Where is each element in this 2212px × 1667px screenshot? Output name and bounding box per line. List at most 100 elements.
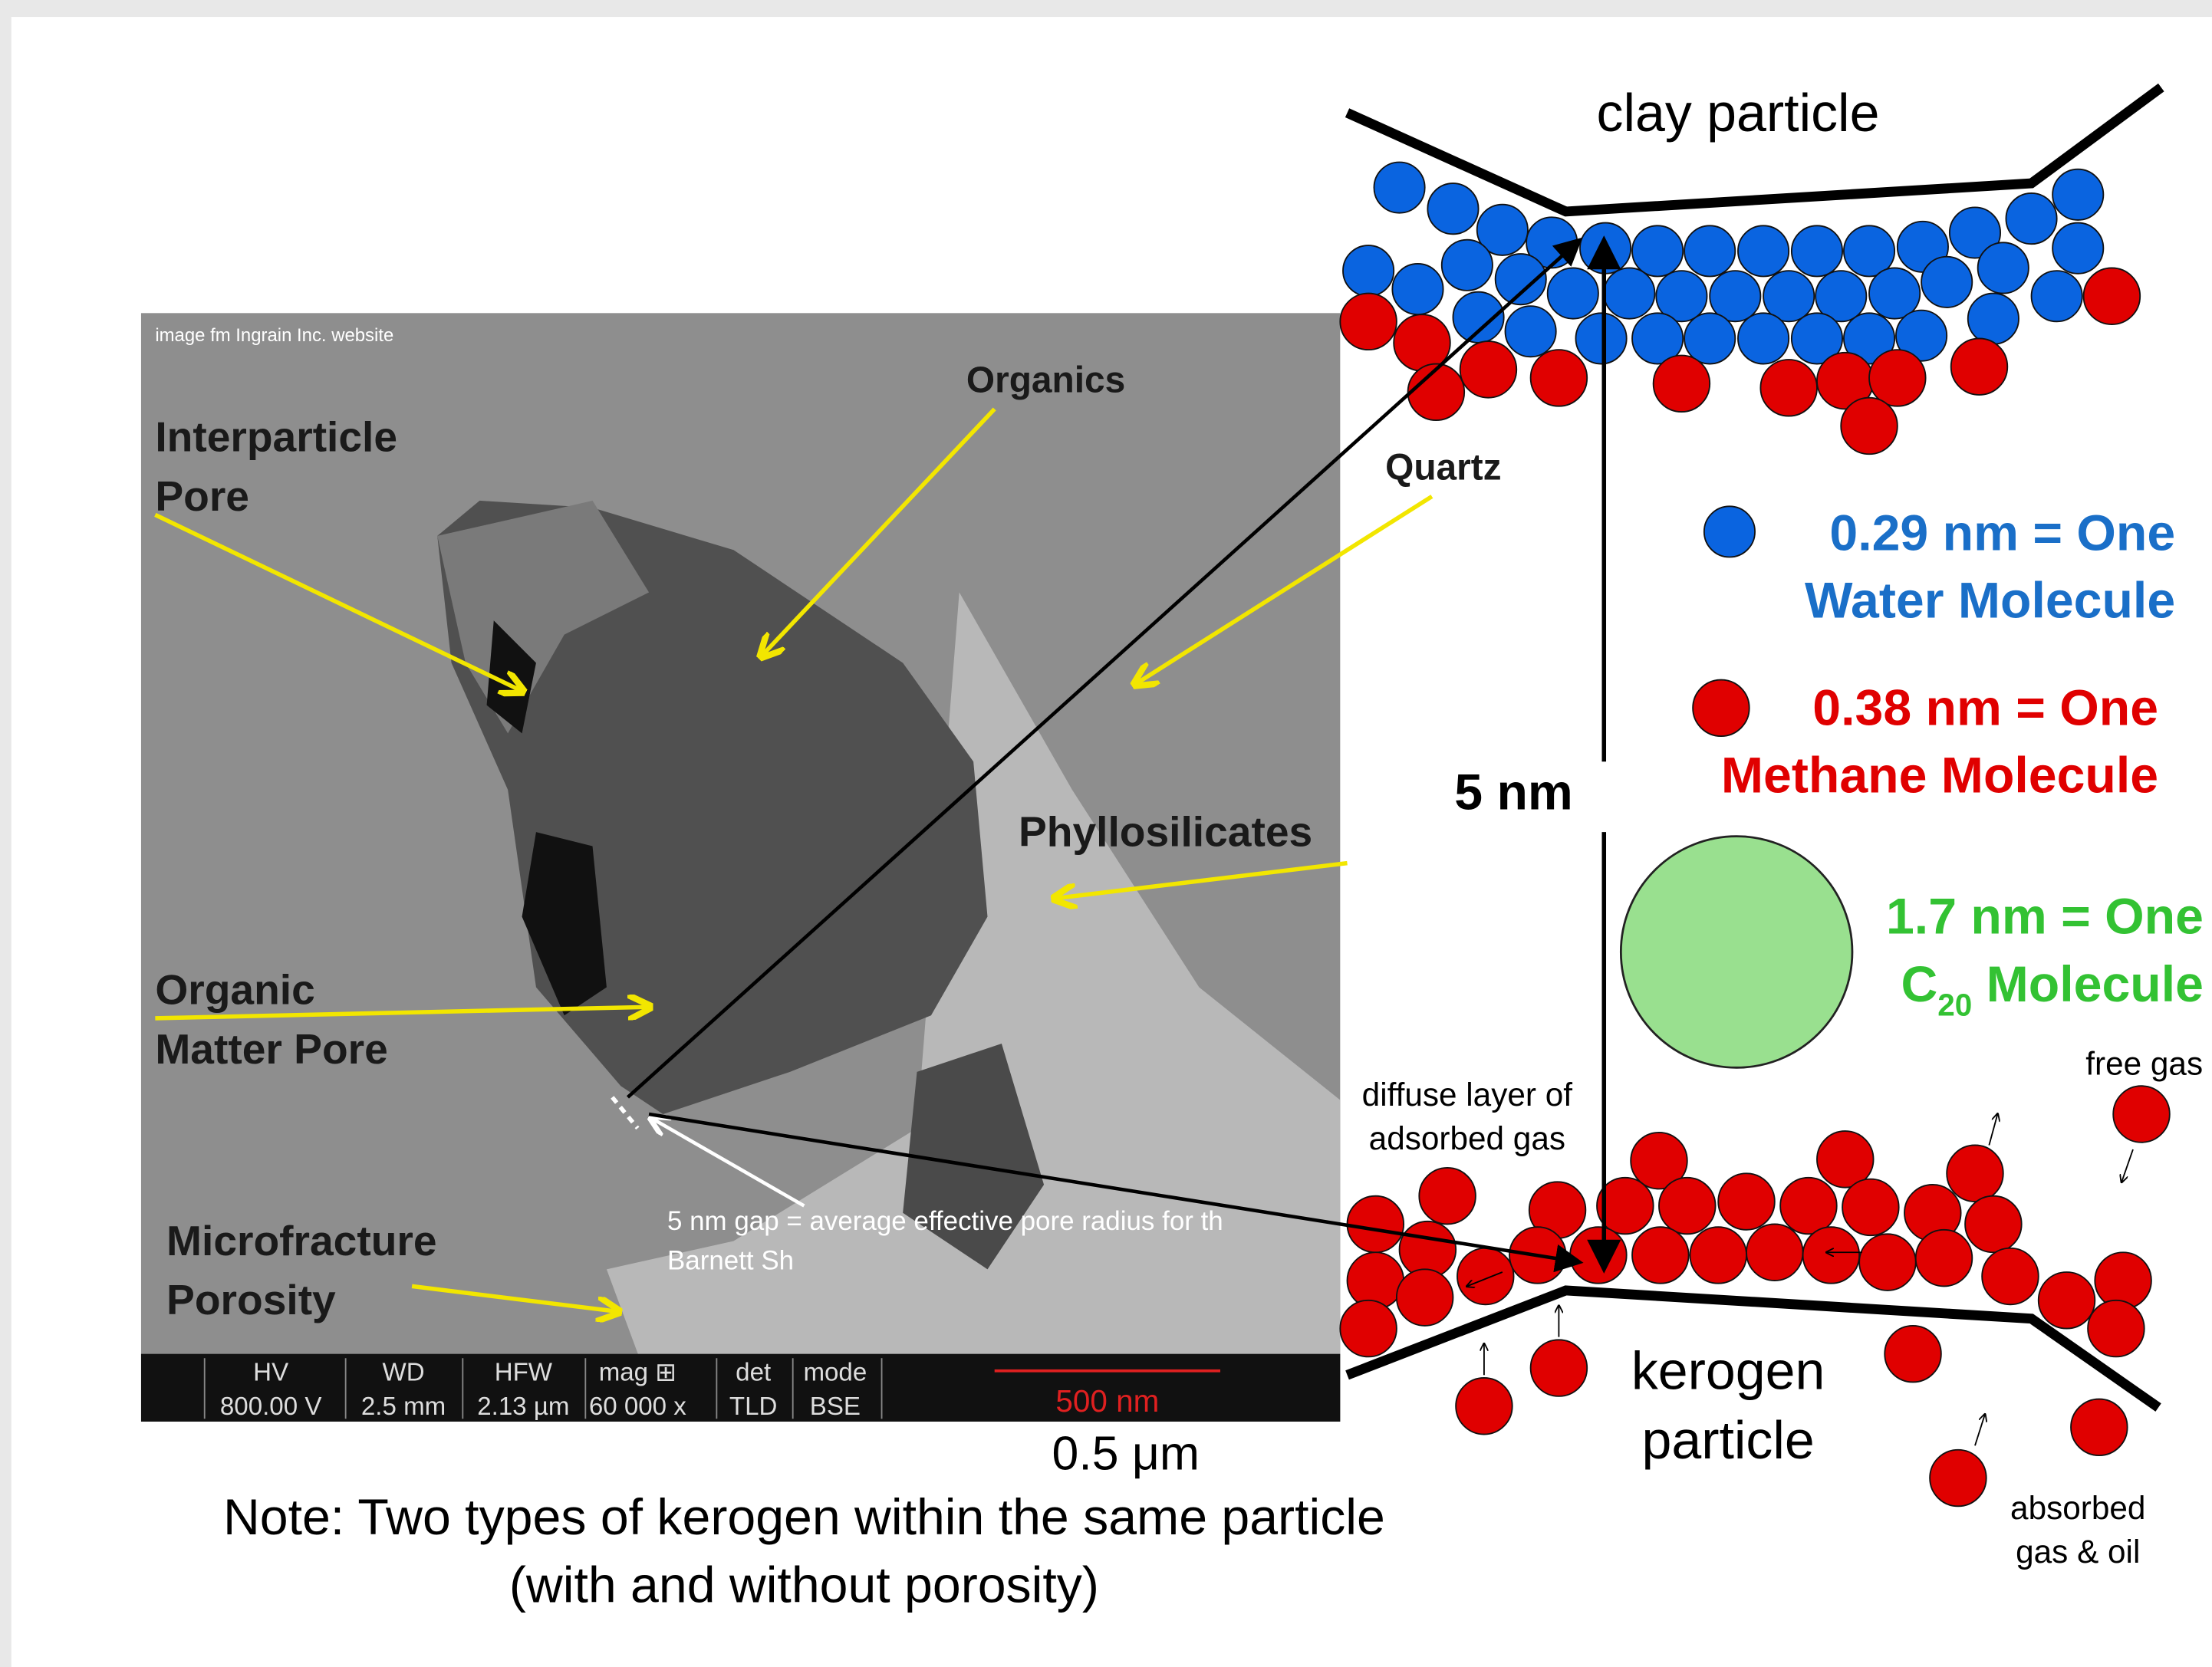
water-molecule xyxy=(1632,225,1683,276)
info-header: det xyxy=(736,1359,771,1387)
page: image fm Ingrain Inc. website Interparti… xyxy=(0,0,2212,1667)
methane-molecule xyxy=(1419,1168,1476,1225)
methane-molecule xyxy=(1947,1145,2003,1202)
water-molecule xyxy=(1427,183,1478,234)
note: (with and without porosity) xyxy=(509,1557,1099,1613)
sem-image: image fm Ingrain Inc. website Interparti… xyxy=(141,313,1502,1422)
scale-bar-label: 500 nm xyxy=(1055,1383,1159,1419)
water-molecule xyxy=(1575,313,1626,363)
methane-molecule xyxy=(1632,1227,1689,1284)
label: Porosity xyxy=(166,1276,336,1323)
methane-molecule xyxy=(2084,268,2141,324)
methane-molecule xyxy=(1760,360,1817,416)
methane-molecule xyxy=(1780,1178,1837,1235)
absorbed-label: gas & oil xyxy=(2016,1534,2140,1570)
methane-label: Methane Molecule xyxy=(1721,748,2158,804)
water-molecule xyxy=(1738,225,1789,276)
absorbed-label: absorbed xyxy=(2010,1490,2145,1526)
methane-molecule xyxy=(1841,398,1898,455)
methane-molecule xyxy=(1884,1326,1941,1383)
water-molecule xyxy=(1738,313,1789,363)
methane-molecule xyxy=(1746,1224,1803,1281)
diffuse-label: diffuse layer of xyxy=(1362,1077,1573,1113)
methane-molecule xyxy=(1531,1340,1588,1396)
diffuse-label: adsorbed gas xyxy=(1369,1120,1565,1156)
methane-molecule xyxy=(1348,1252,1404,1309)
info-header: mode xyxy=(803,1359,867,1387)
water-label: 0.29 nm = One xyxy=(1829,505,2175,561)
label: Organics xyxy=(966,360,1125,400)
methane-molecule xyxy=(1965,1196,2022,1253)
info-value: 800.00 V xyxy=(220,1392,322,1421)
methane-molecule xyxy=(2071,1399,2128,1456)
methane-molecule xyxy=(1408,364,1465,421)
water-molecule xyxy=(1869,268,1920,318)
methane-molecule xyxy=(1397,1269,1453,1326)
water-molecule xyxy=(2052,169,2103,220)
water-molecule xyxy=(2032,271,2082,321)
water-molecule xyxy=(1684,313,1735,363)
methane-molecule xyxy=(1718,1173,1775,1230)
info-header: HFW xyxy=(495,1359,553,1387)
methane-molecule xyxy=(1570,1227,1627,1284)
methane-molecule xyxy=(2113,1086,2170,1143)
water-molecule xyxy=(1792,225,1842,276)
info-value: TLD xyxy=(729,1392,778,1421)
methane-molecule xyxy=(2095,1252,2151,1309)
methane-molecule xyxy=(1456,1378,1513,1435)
water-molecule xyxy=(2052,223,2103,274)
water-molecule xyxy=(1921,257,1972,307)
gap-note: Barnett Sh xyxy=(667,1245,794,1275)
water-molecule xyxy=(1374,163,1424,213)
methane-molecule xyxy=(2039,1272,2095,1329)
info-value: BSE xyxy=(810,1392,861,1421)
water-molecule xyxy=(1392,264,1443,314)
c20-molecule xyxy=(1621,837,1852,1068)
methane-molecule xyxy=(1869,350,1926,406)
label: Organic xyxy=(155,966,314,1014)
methane-molecule xyxy=(1659,1178,1716,1235)
water-molecule xyxy=(1684,225,1735,276)
water-molecule xyxy=(1968,294,2019,344)
info-header: HV xyxy=(253,1359,288,1387)
info-value: 2.13 µm xyxy=(477,1392,569,1421)
kerogen-label: particle xyxy=(1641,1410,1814,1470)
label: Microfracture xyxy=(166,1217,436,1264)
methane-molecule xyxy=(1859,1234,1916,1291)
label: Phyllosilicates xyxy=(1019,808,1312,856)
note: Note: Two types of kerogen within the sa… xyxy=(223,1489,1385,1546)
methane-molecule xyxy=(1803,1227,1860,1284)
water-molecule xyxy=(2006,193,2056,244)
water-molecule xyxy=(1604,268,1654,318)
free-gas-label: free gas xyxy=(2085,1046,2203,1082)
info-header: mag ⊞ xyxy=(599,1359,676,1387)
methane-label: 0.38 nm = One xyxy=(1812,679,2158,736)
methane-molecule xyxy=(1654,355,1710,412)
methane-molecule xyxy=(1457,1248,1514,1305)
methane-molecule xyxy=(1842,1179,1899,1236)
info-header: WD xyxy=(382,1359,424,1387)
methane-molecule xyxy=(1930,1450,1987,1507)
methane-molecule xyxy=(1982,1248,2039,1305)
methane-molecule xyxy=(1531,350,1588,406)
gap-note: 5 nm gap = average effective pore radius… xyxy=(667,1206,1223,1236)
methane-molecule xyxy=(1951,338,2008,395)
methane-molecule xyxy=(1690,1227,1746,1284)
scale: 0.5 μm xyxy=(1052,1427,1200,1481)
methane-molecule xyxy=(1348,1196,1404,1253)
label: Quartz xyxy=(1385,447,1501,488)
methane-molecule xyxy=(2088,1300,2145,1357)
methane-icon xyxy=(1693,680,1750,737)
image-source: image fm Ingrain Inc. website xyxy=(155,325,393,346)
methane-molecule xyxy=(1460,341,1517,398)
info-value: 60 000 x xyxy=(589,1392,686,1421)
label: Matter Pore xyxy=(155,1025,387,1073)
label: Interparticle xyxy=(155,413,397,461)
water-molecule xyxy=(1343,245,1394,296)
water-icon xyxy=(1704,506,1755,557)
gap-label: 5 nm xyxy=(1454,764,1573,821)
methane-molecule xyxy=(1340,294,1397,350)
water-molecule xyxy=(1548,268,1598,318)
water-molecule xyxy=(1978,242,2029,293)
water-molecule xyxy=(1442,240,1493,291)
